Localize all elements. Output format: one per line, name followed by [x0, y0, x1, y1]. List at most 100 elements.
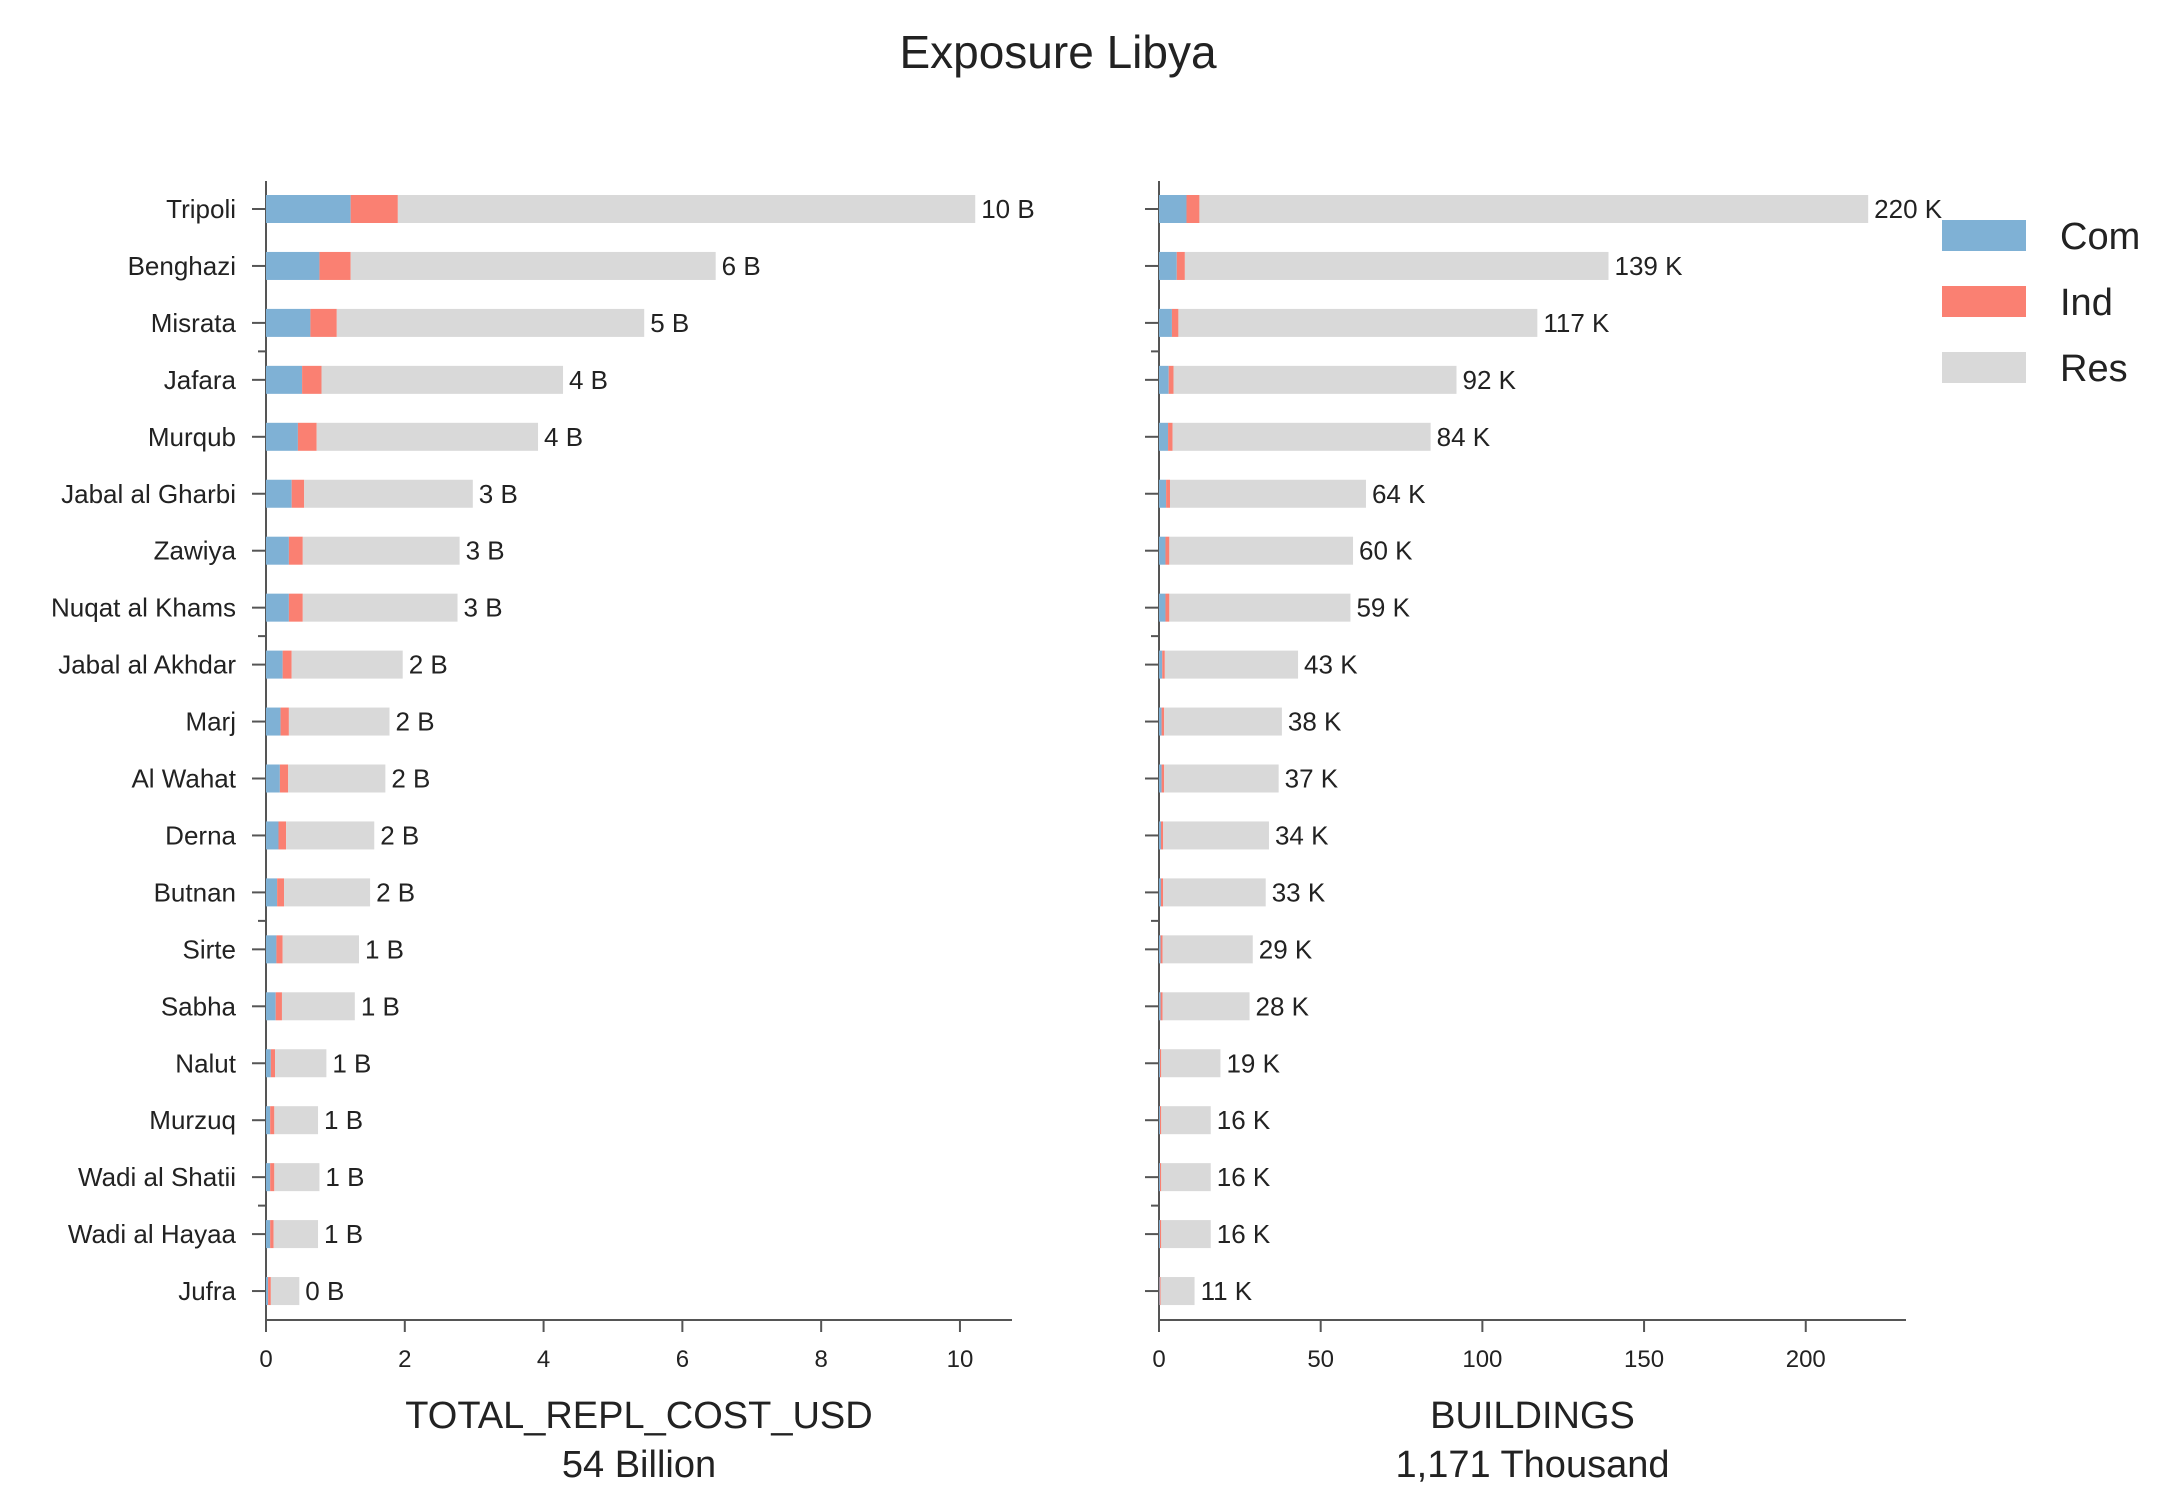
bar-row-murzuq: Murzuq 1 B: [149, 1105, 363, 1135]
x-axis-sublabel: 54 Billion: [562, 1444, 716, 1486]
data-label: 220 K: [1874, 194, 1943, 224]
legend-label: Com: [2060, 216, 2140, 258]
data-label: 10 B: [981, 194, 1035, 224]
x-tick-label: 10: [947, 1346, 974, 1373]
data-label: 0 B: [305, 1276, 344, 1306]
bar-segment-ind-sirte: [1160, 935, 1163, 964]
data-label: 59 K: [1356, 593, 1410, 623]
bar-row-wadi-al-shatii: Wadi al Shatii 1 B: [78, 1162, 364, 1192]
bar-segment-com-tripoli: [1159, 195, 1187, 223]
panel-total-repl-cost-usd: Tripoli 10 B Benghazi 6 B Misrata 5 B Jafara 4 …: [51, 181, 1035, 1486]
data-label: 43 K: [1304, 650, 1358, 680]
bar-segment-res-murzuq: [274, 1106, 319, 1135]
data-label: 16 K: [1217, 1105, 1271, 1135]
bar-segment-ind-nalut: [1159, 1049, 1162, 1078]
category-label: Butnan: [154, 877, 236, 907]
x-tick-label: 0: [259, 1346, 272, 1373]
category-label: Sabha: [161, 991, 237, 1021]
bar-segment-res-sirte: [282, 935, 359, 964]
bar-segment-res-derna: [286, 821, 375, 850]
category-label: Sirte: [183, 934, 236, 964]
bar-segment-com-al-wahat: [266, 764, 280, 793]
bar-row-nalut: Nalut 1 B: [175, 1048, 371, 1078]
bar-row-sabha: 28 K: [1145, 991, 1310, 1021]
category-label: Zawiya: [154, 536, 237, 566]
bar-row-misrata: Misrata 5 B: [151, 308, 689, 338]
bar-segment-ind-jafara: [302, 365, 322, 394]
bar-row-al-wahat: 37 K: [1145, 764, 1339, 794]
bar-row-jufra: Jufra 0 B: [178, 1276, 344, 1306]
data-label: 2 B: [376, 877, 415, 907]
bar-segment-res-tripoli: [397, 195, 976, 223]
bar-segment-com-zawiya: [1159, 536, 1166, 565]
bar-segment-com-jabal-al-gharbi: [1159, 479, 1167, 508]
bar-row-marj: 38 K: [1145, 707, 1342, 737]
bar-segment-com-misrata: [1159, 308, 1172, 337]
bar-segment-com-zawiya: [266, 536, 289, 565]
bar-segment-com-jabal-al-akhdar: [1159, 650, 1163, 679]
bar-segment-com-butnan: [1159, 878, 1161, 907]
bar-segment-res-tripoli: [1199, 195, 1869, 223]
bar-segment-res-jabal-al-gharbi: [304, 479, 473, 508]
bar-segment-res-murqub: [316, 422, 539, 451]
bar-row-tripoli: 220 K: [1145, 194, 1943, 224]
category-label: Tripoli: [166, 194, 236, 224]
bar-segment-ind-jafara: [1168, 365, 1174, 394]
bar-segment-com-jafara: [266, 365, 303, 394]
legend-label: Ind: [2060, 282, 2113, 324]
bar-segment-res-jafara: [321, 365, 564, 394]
bar-segment-res-misrata: [1178, 308, 1538, 337]
bar-segment-res-derna: [1163, 821, 1269, 850]
chart-panels: Tripoli 10 B Benghazi 6 B Misrata 5 B Jafara 4 …: [51, 181, 1943, 1486]
bar-segment-res-wadi-al-hayaa: [1161, 1220, 1211, 1249]
bar-row-wadi-al-hayaa: 16 K: [1145, 1219, 1271, 1249]
bar-segment-res-jabal-al-gharbi: [1169, 479, 1366, 508]
x-tick-label: 150: [1624, 1346, 1664, 1373]
chart-title: Exposure Libya: [899, 26, 1216, 78]
bar-segment-res-marj: [288, 707, 390, 736]
legend: Com Ind Res: [1942, 216, 2140, 390]
category-label: Murqub: [148, 422, 236, 452]
bar-row-murzuq: 16 K: [1145, 1105, 1271, 1135]
bar-segment-res-benghazi: [1184, 251, 1609, 280]
data-label: 5 B: [650, 308, 689, 338]
bar-row-nuqat-al-khams: 59 K: [1145, 593, 1411, 623]
bar-segment-ind-jabal-al-akhdar: [282, 650, 292, 679]
bar-segment-com-marj: [266, 707, 281, 736]
bar-row-jabal-al-gharbi: 64 K: [1145, 479, 1426, 509]
bar-segment-res-wadi-al-hayaa: [273, 1220, 319, 1249]
bar-row-wadi-al-hayaa: Wadi al Hayaa 1 B: [68, 1219, 363, 1249]
bar-segment-com-sabha: [1159, 992, 1161, 1021]
bar-row-benghazi: 139 K: [1145, 251, 1683, 281]
bar-segment-ind-butnan: [277, 878, 285, 907]
bar-row-marj: Marj 2 B: [185, 707, 434, 737]
bar-segment-res-sirte: [1162, 935, 1253, 964]
bar-segment-ind-jabal-al-akhdar: [1162, 650, 1165, 679]
bar-segment-res-butnan: [284, 878, 371, 907]
bar-segment-res-marj: [1164, 707, 1282, 736]
legend-swatch: [1942, 352, 2026, 383]
bar-row-misrata: 117 K: [1145, 308, 1610, 338]
bar-row-butnan: 33 K: [1145, 877, 1326, 907]
x-tick-label: 4: [537, 1346, 550, 1373]
bar-row-jabal-al-akhdar: 43 K: [1145, 650, 1358, 680]
bar-segment-res-jafara: [1173, 365, 1457, 394]
bar-segment-ind-tripoli: [1186, 195, 1200, 223]
bar-row-jafara: 92 K: [1145, 365, 1517, 395]
bar-segment-res-benghazi: [350, 251, 716, 280]
bar-segment-ind-jabal-al-gharbi: [291, 479, 305, 508]
bar-segment-ind-derna: [1160, 821, 1164, 850]
bar-segment-ind-derna: [278, 821, 287, 850]
bar-segment-res-jabal-al-akhdar: [1164, 650, 1299, 679]
bar-segment-ind-tripoli: [350, 195, 398, 223]
category-label: Nuqat al Khams: [51, 593, 236, 623]
bar-row-murqub: Murqub 4 B: [148, 422, 583, 452]
bar-segment-com-wadi-al-shatii: [1159, 1163, 1160, 1192]
category-label: Jufra: [178, 1276, 236, 1306]
bar-segment-com-wadi-al-hayaa: [266, 1220, 271, 1249]
bar-segment-ind-wadi-al-hayaa: [270, 1220, 274, 1249]
bar-segment-ind-murzuq: [270, 1106, 275, 1135]
bar-segment-com-marj: [1159, 707, 1162, 736]
x-tick-label: 0: [1152, 1346, 1165, 1373]
data-label: 34 K: [1275, 820, 1329, 850]
